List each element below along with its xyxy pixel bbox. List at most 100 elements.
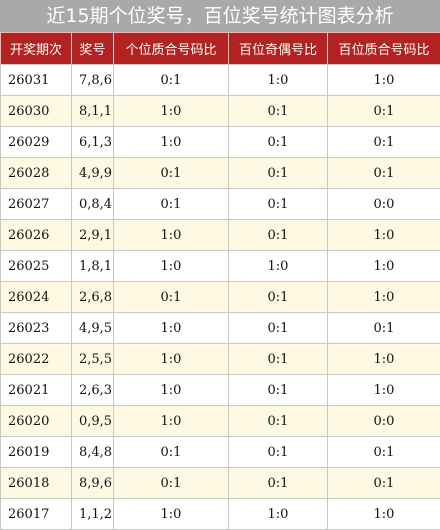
cell-hundreds-odd-even-ratio: 0:1: [228, 157, 328, 189]
cell-hundreds-odd-even-ratio: 1:0: [228, 498, 328, 530]
cell-numbers: 2,5,5: [71, 343, 114, 375]
header-units-prime-ratio: 个位质合号码比: [113, 32, 229, 65]
cell-hundreds-odd-even-ratio: 0:1: [228, 374, 328, 406]
cell-hundreds-odd-even-ratio: 0:1: [228, 312, 328, 344]
cell-hundreds-prime-ratio: 1:0: [327, 64, 440, 96]
cell-numbers: 7,8,6: [71, 64, 114, 96]
table-row: 26029 6,1,3 1:0 0:1 0:1: [0, 126, 440, 158]
cell-issue: 26029: [0, 126, 72, 158]
cell-issue: 26024: [0, 281, 72, 313]
cell-units-prime-ratio: 1:0: [113, 126, 229, 158]
cell-hundreds-odd-even-ratio: 0:1: [228, 343, 328, 375]
cell-units-prime-ratio: 1:0: [113, 343, 229, 375]
cell-hundreds-prime-ratio: 1:0: [327, 374, 440, 406]
cell-hundreds-prime-ratio: 1:0: [327, 281, 440, 313]
cell-issue: 26020: [0, 405, 72, 437]
table-row: 26018 8,9,6 0:1 0:1 0:1: [0, 467, 440, 499]
cell-numbers: 8,9,6: [71, 467, 114, 499]
table-row: 26017 1,1,2 1:0 1:0 1:0: [0, 498, 440, 530]
cell-hundreds-odd-even-ratio: 1:0: [228, 250, 328, 282]
cell-units-prime-ratio: 1:0: [113, 498, 229, 530]
cell-hundreds-odd-even-ratio: 0:1: [228, 126, 328, 158]
cell-issue: 26031: [0, 64, 72, 96]
table-row: 26020 0,9,5 1:0 0:1 0:0: [0, 405, 440, 437]
cell-units-prime-ratio: 0:1: [113, 64, 229, 96]
cell-units-prime-ratio: 0:1: [113, 281, 229, 313]
cell-units-prime-ratio: 1:0: [113, 250, 229, 282]
cell-issue: 26021: [0, 374, 72, 406]
cell-hundreds-prime-ratio: 0:1: [327, 95, 440, 127]
page-title: 近15期个位奖号，百位奖号统计图表分析: [0, 0, 440, 32]
table-header-row: 开奖期次 奖号 个位质合号码比 百位奇偶号比 百位质合号码比: [0, 32, 440, 65]
cell-units-prime-ratio: 1:0: [113, 95, 229, 127]
cell-hundreds-odd-even-ratio: 0:1: [228, 95, 328, 127]
table-row: 26031 7,8,6 0:1 1:0 1:0: [0, 64, 440, 96]
cell-hundreds-prime-ratio: 0:1: [327, 312, 440, 344]
cell-hundreds-prime-ratio: 0:1: [327, 157, 440, 189]
header-hundreds-prime-ratio: 百位质合号码比: [327, 32, 440, 65]
cell-hundreds-prime-ratio: 1:0: [327, 219, 440, 251]
table-body: 26031 7,8,6 0:1 1:0 1:0 26030 8,1,1 1:0 0:1 0:1 26…: [0, 64, 440, 530]
table-row: 26027 0,8,4 0:1 0:1 0:0: [0, 188, 440, 220]
cell-hundreds-odd-even-ratio: 0:1: [228, 219, 328, 251]
cell-hundreds-odd-even-ratio: 1:0: [228, 64, 328, 96]
cell-numbers: 4,9,9: [71, 157, 114, 189]
cell-hundreds-prime-ratio: 0:1: [327, 467, 440, 499]
cell-hundreds-prime-ratio: 0:0: [327, 188, 440, 220]
cell-numbers: 2,6,8: [71, 281, 114, 313]
cell-hundreds-prime-ratio: 0:1: [327, 126, 440, 158]
cell-issue: 26025: [0, 250, 72, 282]
cell-issue: 26022: [0, 343, 72, 375]
cell-numbers: 6,1,3: [71, 126, 114, 158]
header-hundreds-odd-even-ratio: 百位奇偶号比: [228, 32, 328, 65]
table-row: 26025 1,8,1 1:0 1:0 1:0: [0, 250, 440, 282]
header-issue: 开奖期次: [0, 32, 72, 65]
cell-units-prime-ratio: 1:0: [113, 374, 229, 406]
cell-hundreds-prime-ratio: 1:0: [327, 498, 440, 530]
table-row: 26019 8,4,8 0:1 0:1 0:1: [0, 436, 440, 468]
table-row: 26021 2,6,3 1:0 0:1 1:0: [0, 374, 440, 406]
cell-numbers: 8,4,8: [71, 436, 114, 468]
cell-units-prime-ratio: 1:0: [113, 219, 229, 251]
cell-units-prime-ratio: 1:0: [113, 405, 229, 437]
cell-hundreds-prime-ratio: 0:0: [327, 405, 440, 437]
cell-issue: 26028: [0, 157, 72, 189]
cell-numbers: 2,9,1: [71, 219, 114, 251]
cell-numbers: 0,9,5: [71, 405, 114, 437]
cell-numbers: 1,8,1: [71, 250, 114, 282]
stats-table: 开奖期次 奖号 个位质合号码比 百位奇偶号比 百位质合号码比 26031 7,8,…: [0, 32, 440, 530]
cell-units-prime-ratio: 0:1: [113, 467, 229, 499]
table-row: 26030 8,1,1 1:0 0:1 0:1: [0, 95, 440, 127]
table-row: 26024 2,6,8 0:1 0:1 1:0: [0, 281, 440, 313]
cell-numbers: 1,1,2: [71, 498, 114, 530]
cell-hundreds-prime-ratio: 0:1: [327, 436, 440, 468]
cell-hundreds-odd-even-ratio: 0:1: [228, 467, 328, 499]
header-numbers: 奖号: [71, 32, 114, 65]
cell-units-prime-ratio: 0:1: [113, 157, 229, 189]
cell-units-prime-ratio: 1:0: [113, 312, 229, 344]
cell-numbers: 4,9,5: [71, 312, 114, 344]
cell-issue: 26030: [0, 95, 72, 127]
cell-hundreds-odd-even-ratio: 0:1: [228, 405, 328, 437]
table-row: 26022 2,5,5 1:0 0:1 1:0: [0, 343, 440, 375]
cell-units-prime-ratio: 0:1: [113, 436, 229, 468]
table-row: 26028 4,9,9 0:1 0:1 0:1: [0, 157, 440, 189]
cell-hundreds-prime-ratio: 1:0: [327, 250, 440, 282]
cell-hundreds-odd-even-ratio: 0:1: [228, 436, 328, 468]
table-row: 26026 2,9,1 1:0 0:1 1:0: [0, 219, 440, 251]
cell-units-prime-ratio: 0:1: [113, 188, 229, 220]
cell-issue: 26023: [0, 312, 72, 344]
cell-issue: 26027: [0, 188, 72, 220]
cell-issue: 26018: [0, 467, 72, 499]
cell-issue: 26026: [0, 219, 72, 251]
cell-hundreds-odd-even-ratio: 0:1: [228, 188, 328, 220]
cell-numbers: 0,8,4: [71, 188, 114, 220]
cell-numbers: 2,6,3: [71, 374, 114, 406]
cell-hundreds-prime-ratio: 1:0: [327, 343, 440, 375]
cell-numbers: 8,1,1: [71, 95, 114, 127]
table-row: 26023 4,9,5 1:0 0:1 0:1: [0, 312, 440, 344]
cell-hundreds-odd-even-ratio: 0:1: [228, 281, 328, 313]
cell-issue: 26019: [0, 436, 72, 468]
cell-issue: 26017: [0, 498, 72, 530]
